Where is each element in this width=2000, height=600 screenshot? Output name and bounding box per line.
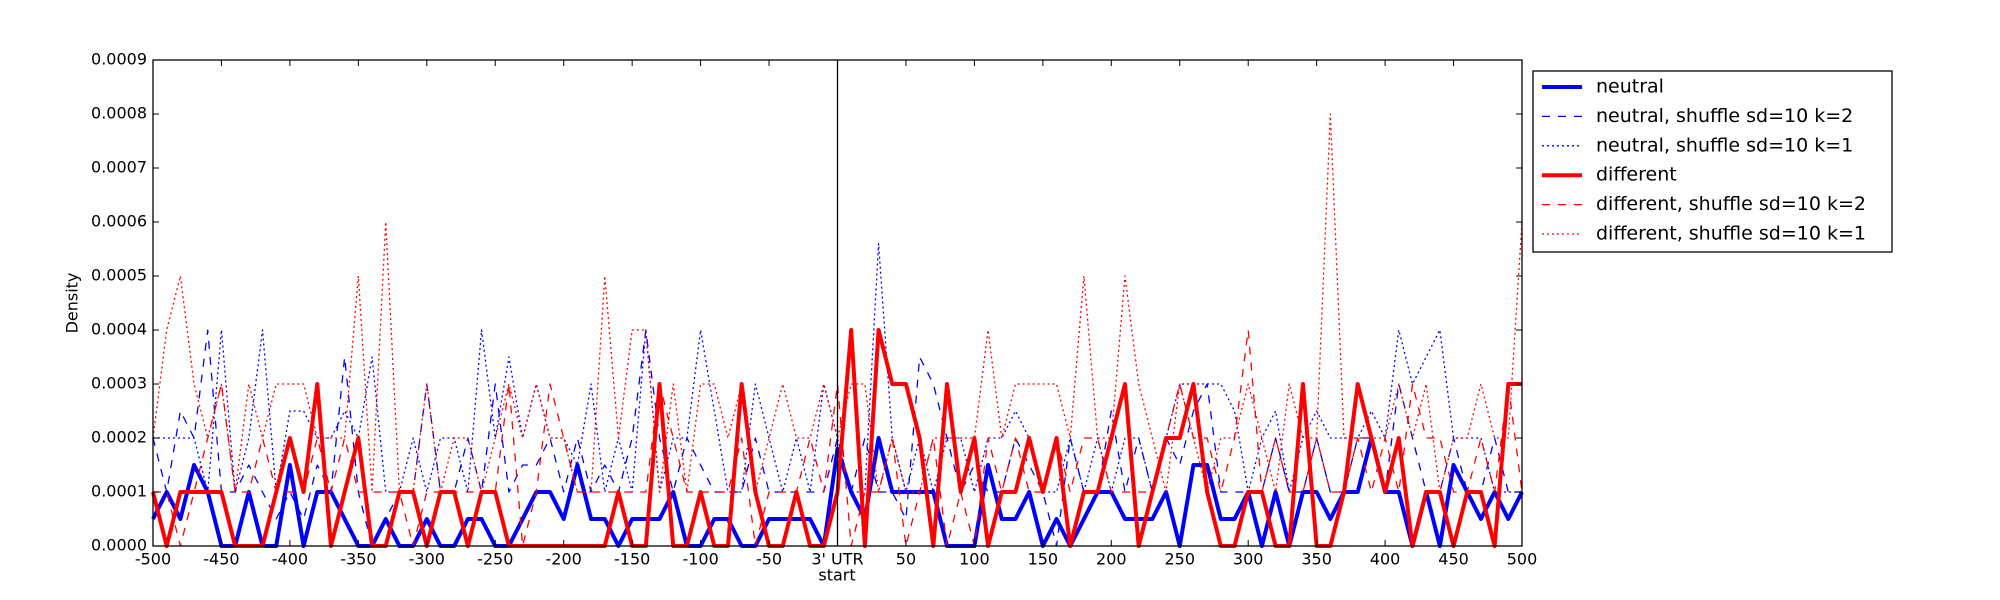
x-tick-label: 50: [896, 550, 916, 569]
x-tick-label: -200: [546, 550, 582, 569]
x-tick-label: -400: [272, 550, 308, 569]
y-axis-label: Density: [63, 273, 82, 334]
x-tick-label: 450: [1438, 550, 1469, 569]
y-tick-label: 0.0005: [91, 266, 147, 285]
legend-label: neutral: [1596, 76, 1664, 98]
x-tick-label: -450: [203, 550, 239, 569]
y-tick-label: 0.0001: [91, 482, 147, 501]
legend-label: different: [1596, 164, 1677, 186]
x-tick-label: -50: [756, 550, 782, 569]
x-tick-label: 200: [1096, 550, 1127, 569]
series-line: [152, 113, 1523, 493]
x-tick-label: -100: [682, 550, 718, 569]
x-tick-label: 100: [959, 550, 990, 569]
x-axis-label: start: [818, 566, 855, 585]
x-tick-label: 250: [1164, 550, 1195, 569]
legend-label: neutral, shuffle sd=10 k=2: [1596, 105, 1853, 127]
legend-label: different, shuffle sd=10 k=2: [1596, 193, 1866, 215]
y-tick-label: 0.0004: [91, 320, 147, 339]
x-tick-label: -250: [477, 550, 513, 569]
x-tick-label: 500: [1507, 550, 1538, 569]
legend-label: different, shuffle sd=10 k=1: [1596, 223, 1866, 245]
y-tick-label: 0.0006: [91, 212, 147, 231]
x-tick-label: -350: [340, 550, 376, 569]
y-tick-label: 0.0002: [91, 428, 147, 447]
x-tick-label: -300: [409, 550, 445, 569]
y-tick-label: 0.0000: [91, 536, 147, 555]
x-tick-label: 300: [1233, 550, 1264, 569]
x-tick-label: -150: [614, 550, 650, 569]
y-tick-label: 0.0009: [91, 50, 147, 69]
legend-label: neutral, shuffle sd=10 k=1: [1596, 134, 1853, 156]
y-tick-label: 0.0007: [91, 158, 147, 177]
x-tick-label: 350: [1301, 550, 1332, 569]
legend-box: [1532, 70, 1893, 253]
y-tick-label: 0.0008: [91, 104, 147, 123]
x-tick-label: 3' UTR: [811, 550, 863, 569]
x-tick-label: 150: [1028, 550, 1059, 569]
series-line: [153, 329, 1523, 547]
y-tick-label: 0.0003: [91, 374, 147, 393]
x-tick-label: 400: [1370, 550, 1401, 569]
legend: neutral neutral, shuffle sd=10 k=2 neutral…: [1532, 70, 1893, 253]
x-tick-label: -500: [135, 550, 171, 569]
